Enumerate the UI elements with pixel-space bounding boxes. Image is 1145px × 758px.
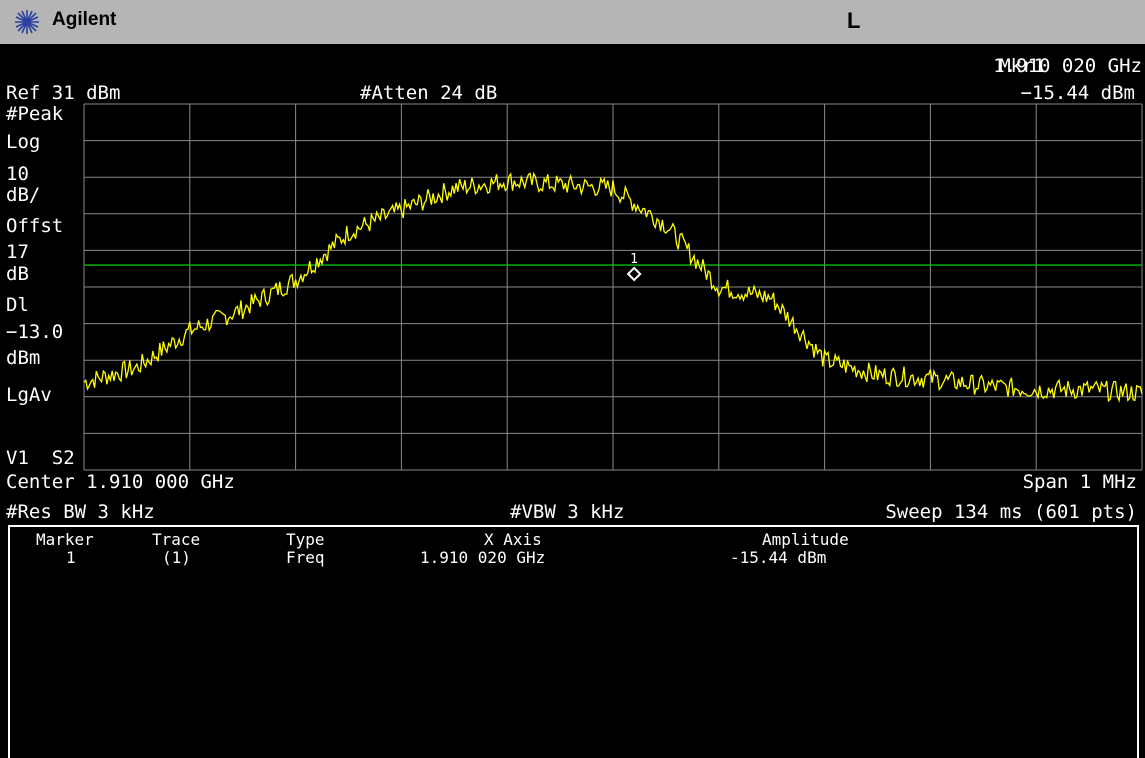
trigger-info: V1 S2 [6, 447, 75, 469]
display-line-label: Dl [6, 294, 29, 316]
brand-label: Agilent [52, 9, 117, 30]
trace-1 [83, 171, 1143, 404]
reference-level: Ref 31 dBm [6, 82, 121, 104]
video-bandwidth: #VBW 3 kHz [510, 501, 625, 523]
sweep-time: Sweep 134 ms (601 pts) [885, 501, 1137, 523]
marker-label: Mkr1 [999, 55, 1045, 77]
row-1-marker: 1 [66, 548, 76, 567]
average-type: LgAv [6, 384, 52, 406]
display-line-value: −13.0 [6, 321, 64, 343]
header-type: Type [286, 530, 325, 549]
header-x-axis: X Axis [484, 530, 542, 549]
display-line-unit: dBm [6, 347, 41, 369]
marker-table-panel: Marker Trace Type X Axis Amplitude 1 (1)… [8, 525, 1139, 758]
scale-value: 10 [6, 163, 29, 185]
row-1-type: Freq [286, 548, 325, 567]
marker-frequency-readout: 1.910 020 GHz [993, 55, 1142, 77]
marker-1-diamond [626, 266, 642, 282]
offset-value: 17 [6, 241, 29, 263]
header-amplitude: Amplitude [762, 530, 849, 549]
row-1-amplitude: -15.44 dBm [730, 548, 827, 567]
scale-unit: dB/ [6, 184, 41, 206]
span: Span 1 MHz [1022, 471, 1137, 493]
row-1-x-axis: 1.910 020 GHz [420, 548, 546, 567]
offset-unit: dB [6, 263, 29, 285]
resolution-bandwidth: #Res BW 3 kHz [6, 501, 155, 523]
agilent-spark-icon [15, 10, 39, 34]
scale-type: Log [6, 131, 41, 153]
header-trace: Trace [152, 530, 201, 549]
attenuation: #Atten 24 dB [360, 82, 498, 104]
detector-mode: #Peak [6, 103, 64, 125]
row-1-trace: (1) [162, 548, 191, 567]
graticule [83, 103, 1143, 471]
header-marker: Marker [36, 530, 94, 549]
title-bar: Agilent L [0, 0, 1145, 44]
center-frequency: Center 1.910 000 GHz [6, 471, 235, 493]
mode-indicator: L [847, 8, 861, 33]
marker-1-number: 1 [630, 252, 638, 267]
marker-amplitude-readout: −15.44 dBm [1020, 82, 1135, 104]
offset-label: Offst [6, 215, 64, 237]
